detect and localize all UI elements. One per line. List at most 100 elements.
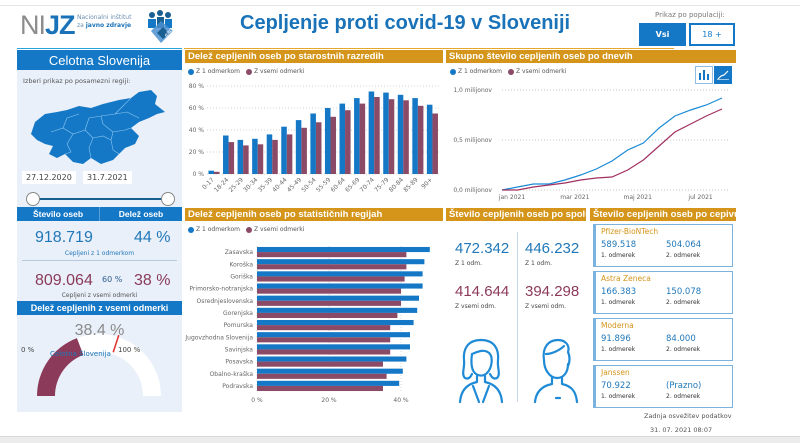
bar-full[interactable] xyxy=(257,252,407,258)
bar-dose1[interactable] xyxy=(237,139,244,174)
bar-dose1[interactable] xyxy=(339,103,346,174)
date-range-start-handle[interactable] xyxy=(26,192,40,206)
bar-full[interactable] xyxy=(359,103,366,174)
age-chart[interactable]: 0 %20 %40 %60 %80 %0-1718-2425-2930-3435… xyxy=(185,78,445,208)
bar-dose1[interactable] xyxy=(281,126,287,174)
gauge-fill xyxy=(37,338,84,396)
legend-full[interactable]: Z vsemi odmerki xyxy=(246,226,304,233)
vaccine-card: Moderna 91.896 1. odmerek 84.000 2. odmerek xyxy=(593,318,733,361)
bar-full[interactable] xyxy=(257,373,387,379)
bar-dose1[interactable] xyxy=(412,98,418,174)
bar-chart-icon xyxy=(699,70,709,80)
bar-full[interactable] xyxy=(272,139,278,174)
bar-full[interactable] xyxy=(257,264,407,270)
last-update-time: 31. 07. 2021 08:07 xyxy=(650,426,713,434)
logo-subtitle: Nacionalni inštitut za javno zdravje xyxy=(77,14,137,30)
bar-full[interactable] xyxy=(228,142,235,174)
bar-dose1[interactable] xyxy=(252,138,258,174)
region-label: Podravska xyxy=(222,383,253,390)
divider xyxy=(22,260,177,261)
region-label: Pomurska xyxy=(224,322,254,329)
legend-full[interactable]: Z vsemi odmerki xyxy=(246,68,304,75)
bar-dose1[interactable] xyxy=(397,94,404,174)
line-chart-toggle-button[interactable] xyxy=(714,66,732,84)
bar-dose1[interactable] xyxy=(354,98,360,174)
bar-dose1[interactable] xyxy=(257,259,425,265)
legend-full[interactable]: Z vsemi odmerki xyxy=(508,68,566,75)
bar-full[interactable] xyxy=(257,276,405,282)
bar-dose1[interactable] xyxy=(426,104,433,174)
bar-dose1[interactable] xyxy=(257,356,407,362)
gauge-target-marker xyxy=(112,334,120,353)
bar-full[interactable] xyxy=(432,113,438,175)
daily-chart[interactable]: 0,0 milijonov 0,5 milijonov 1,0 milijonov j… xyxy=(446,78,736,208)
vaccine-dose1-label: 1. odmerek xyxy=(601,346,636,353)
line-full[interactable] xyxy=(502,108,723,191)
bar-full[interactable] xyxy=(345,110,351,174)
bar-dose1[interactable] xyxy=(257,295,419,301)
bar-full[interactable] xyxy=(213,171,220,174)
bar-dose1[interactable] xyxy=(257,271,423,277)
bar-full[interactable] xyxy=(257,361,383,367)
legend-dose1[interactable]: Z 1 odmerkom xyxy=(450,68,502,75)
bar-dose1[interactable] xyxy=(257,332,410,338)
slovenia-region-map[interactable] xyxy=(27,88,177,168)
region-label: Osrednjeslovenska xyxy=(196,298,253,305)
bar-full[interactable] xyxy=(257,325,391,331)
bar-dose1[interactable] xyxy=(223,135,229,175)
date-to[interactable]: 31.7.2021 xyxy=(83,171,132,184)
bar-full[interactable] xyxy=(257,385,383,392)
bar-full[interactable] xyxy=(257,288,401,294)
region-chart[interactable]: 0 % 20 % 40 % Zasavska Koroška Goriška Primors… xyxy=(185,240,445,412)
legend-dose1[interactable]: Z 1 odmerkom xyxy=(188,68,240,75)
bar-dose1[interactable] xyxy=(257,246,430,253)
bar-dose1[interactable] xyxy=(310,113,316,175)
bar-dose1[interactable] xyxy=(266,134,273,174)
x-tick-label: 45-49 xyxy=(286,176,303,193)
bar-full[interactable] xyxy=(286,134,293,174)
bar-dose1[interactable] xyxy=(257,319,414,326)
bar-full[interactable] xyxy=(403,100,409,174)
population-18plus-button[interactable]: 18 + xyxy=(689,23,735,46)
bar-dose1[interactable] xyxy=(383,92,389,174)
bar-full[interactable] xyxy=(257,144,264,174)
vaccine-name: Moderna xyxy=(601,321,634,330)
bar-full[interactable] xyxy=(257,312,398,319)
line-dose1[interactable] xyxy=(501,97,723,191)
bar-dose1[interactable] xyxy=(295,120,302,174)
bar-full[interactable] xyxy=(388,99,395,174)
x-tick-label: 18-24 xyxy=(213,176,230,193)
age-chart-legend: Z 1 odmerkom Z vsemi odmerki xyxy=(188,68,304,75)
x-tick-label: jul 2021 xyxy=(687,194,712,201)
bar-full[interactable] xyxy=(330,116,337,174)
bar-full[interactable] xyxy=(257,349,391,355)
bar-full[interactable] xyxy=(301,127,307,174)
bar-full[interactable] xyxy=(257,300,401,306)
bar-dose1[interactable] xyxy=(257,368,403,374)
bar-dose1[interactable] xyxy=(257,344,410,350)
bar-dose1[interactable] xyxy=(324,108,331,174)
bar-full[interactable] xyxy=(243,145,249,174)
bar-dose1[interactable] xyxy=(368,91,375,175)
bar-chart-toggle-button[interactable] xyxy=(695,66,713,84)
population-all-button[interactable]: Vsi xyxy=(639,23,686,46)
date-range-end-handle[interactable] xyxy=(161,192,175,206)
legend-dose1[interactable]: Z 1 odmerkom xyxy=(188,226,240,233)
bar-full[interactable] xyxy=(417,105,424,174)
bar-dose1[interactable] xyxy=(257,283,423,289)
bar-dose1[interactable] xyxy=(208,170,214,174)
vaccine-dose1-label: 1. odmerek xyxy=(601,252,636,259)
bar-full[interactable] xyxy=(374,97,380,174)
bar-dose1[interactable] xyxy=(257,307,418,313)
x-tick-label: 35-39 xyxy=(257,176,274,193)
top-divider xyxy=(0,5,800,6)
female-full-count: 414.644 xyxy=(455,283,510,300)
map-region[interactable] xyxy=(31,90,165,164)
x-tick-label: jan 2021 xyxy=(498,194,526,201)
bar-full[interactable] xyxy=(257,337,391,343)
bar-dose1[interactable] xyxy=(257,380,400,386)
date-from[interactable]: 27.12.2020 xyxy=(22,171,76,184)
bar-full[interactable] xyxy=(315,122,322,174)
date-range-slider-track[interactable] xyxy=(32,198,167,200)
nijz-logo[interactable]: NI JZ Nacionalni inštitut za javno zdravj… xyxy=(20,10,131,40)
